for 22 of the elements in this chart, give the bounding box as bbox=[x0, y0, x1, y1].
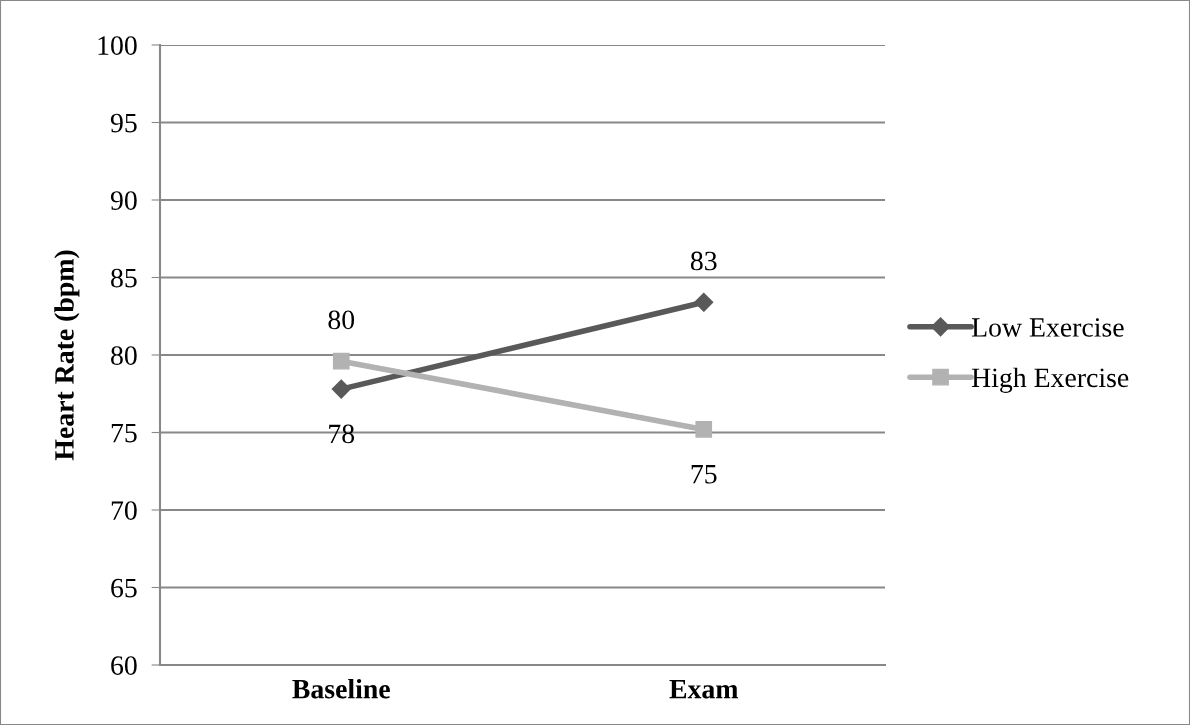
point bbox=[331, 379, 351, 399]
point bbox=[695, 421, 713, 438]
y-tick-label: 70 bbox=[111, 501, 137, 520]
y-tick-label: 95 bbox=[110, 113, 137, 133]
point bbox=[332, 352, 350, 370]
data-label: 80 bbox=[328, 310, 355, 330]
y-tick-label: 60 bbox=[111, 656, 137, 675]
x-tick-label: Baseline bbox=[292, 678, 390, 699]
y-tick-label: 90 bbox=[110, 191, 137, 210]
legend-label: High Exercise bbox=[971, 367, 1129, 393]
y-tick-label: 75 bbox=[111, 423, 137, 443]
y-tick-label: 100 bbox=[98, 36, 137, 55]
y-tick-label: 85 bbox=[111, 268, 137, 288]
data-label: 75 bbox=[691, 465, 717, 484]
y-tick-label: 65 bbox=[111, 578, 137, 598]
y-axis-title: Heart Rate (bpm) bbox=[54, 250, 80, 461]
point bbox=[694, 292, 714, 312]
x-tick-label: Exam bbox=[669, 679, 738, 699]
data-label: 78 bbox=[329, 424, 355, 444]
y-tick-label: 80 bbox=[111, 346, 137, 365]
data-label: 83 bbox=[690, 251, 717, 271]
legend-label: Low Exercise bbox=[971, 318, 1124, 337]
